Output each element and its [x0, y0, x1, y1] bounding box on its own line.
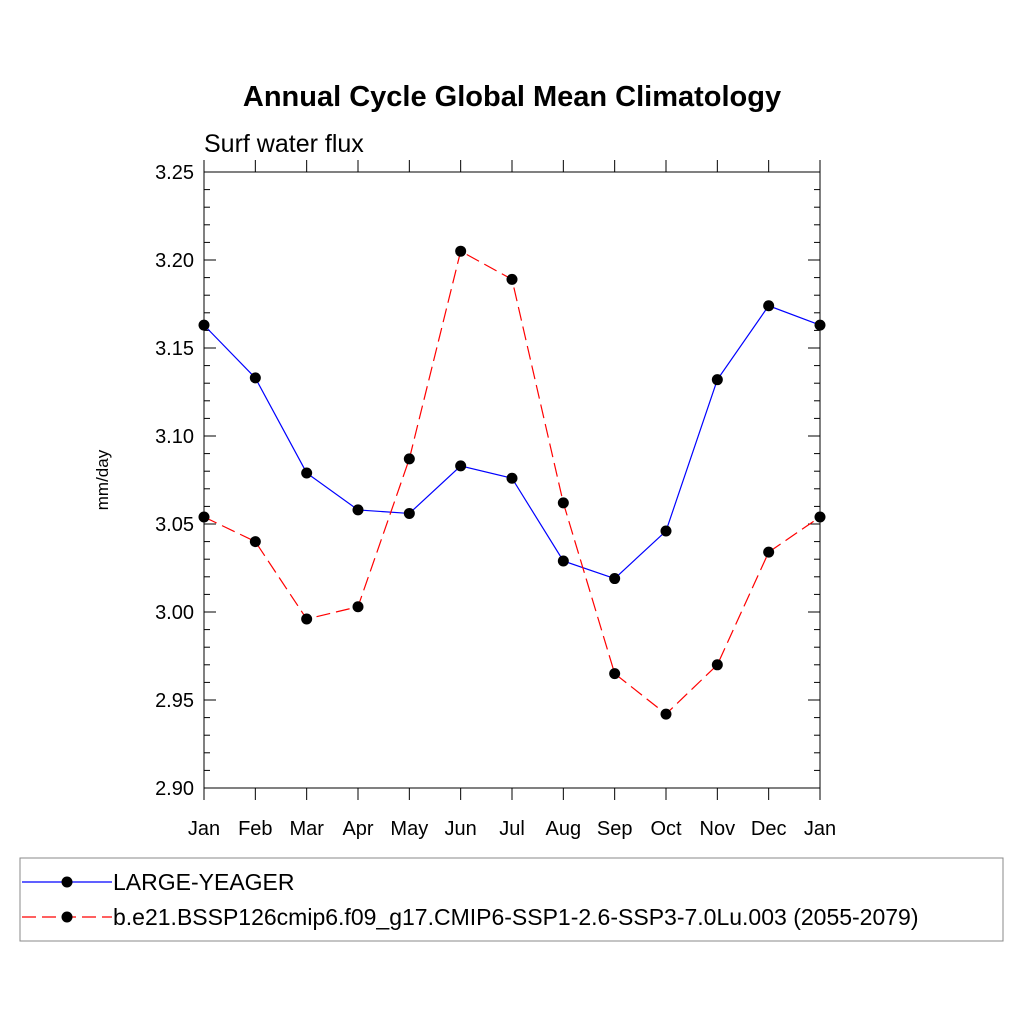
data-point — [660, 525, 672, 537]
data-point — [403, 453, 415, 465]
x-tick-label: May — [390, 818, 428, 840]
data-point — [763, 300, 775, 312]
data-point — [660, 708, 672, 720]
legend-label: b.e21.BSSP126cmip6.f09_g17.CMIP6-SSP1-2.… — [113, 904, 919, 930]
plot-frame — [203, 171, 821, 789]
y-tick-label: 3.25 — [155, 162, 194, 184]
y-tick-label: 3.10 — [155, 426, 194, 448]
series-layer — [198, 245, 826, 720]
series-line — [203, 305, 821, 580]
x-tick-label: Feb — [238, 818, 272, 840]
data-point — [557, 555, 569, 567]
chart-subtitle: Surf water flux — [204, 130, 364, 158]
legend-label: LARGE-YEAGER — [113, 869, 295, 895]
data-point — [506, 273, 518, 285]
y-tick-label: 2.90 — [155, 778, 194, 800]
x-tick-label: Jul — [499, 818, 525, 840]
data-point — [301, 467, 313, 479]
x-tick-label: Mar — [289, 818, 324, 840]
y-tick-label: 2.95 — [155, 690, 194, 712]
x-tick-label: Jan — [804, 818, 836, 840]
x-tick-label: Jun — [445, 818, 477, 840]
legend-box — [19, 857, 1004, 942]
x-tick-label: Jan — [188, 818, 220, 840]
data-point — [249, 536, 261, 548]
x-tick-label: Dec — [751, 818, 787, 840]
x-tick-label: Apr — [342, 818, 373, 840]
data-point — [403, 507, 415, 519]
data-point — [455, 460, 467, 472]
axis-ticks: 2.90 2.95 3.00 3.05 3.10 3.15 3.20 3.25 Jan Feb Ma… — [155, 160, 836, 840]
data-point — [609, 573, 621, 585]
data-point — [249, 372, 261, 384]
y-tick-label: 3.15 — [155, 338, 194, 360]
data-point — [711, 659, 723, 671]
data-point — [557, 497, 569, 509]
data-point — [301, 613, 313, 625]
data-point — [609, 668, 621, 680]
legend: LARGE-YEAGER b.e21.BSSP126cmip6.f09_g17.C… — [19, 857, 1004, 942]
data-point — [506, 472, 518, 484]
x-tick-label: Nov — [700, 818, 736, 840]
x-tick-label: Sep — [597, 818, 633, 840]
legend-marker — [61, 911, 73, 923]
x-tick-label: Oct — [650, 818, 682, 840]
y-tick-label: 3.00 — [155, 602, 194, 624]
y-tick-label: 3.20 — [155, 250, 194, 272]
x-tick-label: Aug — [546, 818, 582, 840]
data-point — [352, 601, 364, 613]
y-tick-label: 3.05 — [155, 514, 194, 536]
data-point — [711, 374, 723, 386]
y-axis-label: mm/day — [93, 449, 112, 510]
data-point — [763, 546, 775, 558]
data-point — [455, 245, 467, 257]
data-point — [352, 504, 364, 516]
chart-title: Annual Cycle Global Mean Climatology — [243, 81, 781, 113]
legend-marker — [61, 876, 73, 888]
